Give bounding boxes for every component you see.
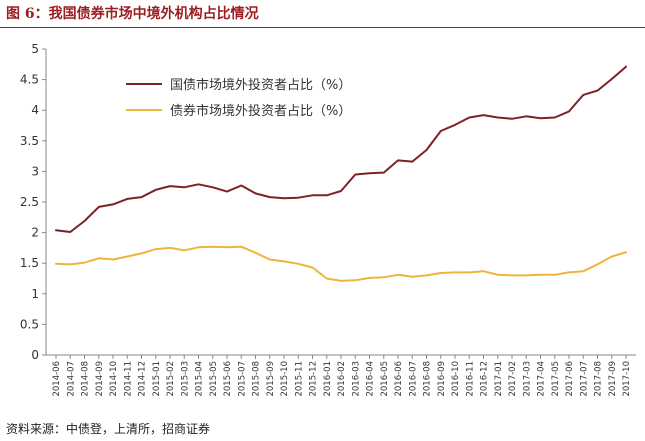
x-tick-label: 2016-12 <box>480 361 490 397</box>
y-tick-label: 2 <box>31 226 39 240</box>
x-tick-label: 2017-09 <box>608 361 618 397</box>
x-tick-label: 2016-11 <box>465 361 475 397</box>
legend-label-0: 国债市场境外投资者占比（%） <box>170 77 351 93</box>
x-tick-label: 2017-05 <box>551 361 561 397</box>
x-tick-label: 2016-06 <box>394 361 404 397</box>
y-tick-label: 3 <box>31 164 39 178</box>
y-axis-ticks: 0 0.5 1 1.5 2 2.5 3 3.5 4 4.5 5 <box>20 42 46 362</box>
x-tick-label: 2016-08 <box>423 361 433 397</box>
x-tick-label: 2015-11 <box>294 361 304 397</box>
y-tick-label: 0 <box>31 348 39 362</box>
x-tick-label: 2014-06 <box>52 361 62 397</box>
y-tick-label: 3.5 <box>20 134 39 148</box>
x-tick-label: 2016-07 <box>408 361 418 397</box>
x-tick-label: 2017-07 <box>579 361 589 397</box>
chart-axes <box>45 49 636 356</box>
x-tick-label: 2017-08 <box>594 361 604 397</box>
y-tick-label: 2.5 <box>20 195 39 209</box>
x-tick-label: 2015-03 <box>180 361 190 397</box>
source-note: 资料来源：中债登，上清所，招商证券 <box>6 422 211 436</box>
line-chart: 00.511.522.533.544.55 2014-06 2014-07 2014… <box>20 42 636 397</box>
title-divider <box>0 27 645 28</box>
x-tick-label: 2015-07 <box>237 361 247 397</box>
x-tick-label: 2015-09 <box>266 361 276 397</box>
x-tick-label: 2017-10 <box>622 361 632 397</box>
x-tick-label: 2016-10 <box>451 361 461 397</box>
x-tick-label: 2014-07 <box>66 361 76 397</box>
legend: 国债市场境外投资者占比（%） 债券市场境外投资者占比（%） <box>126 77 351 119</box>
x-tick-label: 2015-02 <box>166 361 176 397</box>
y-tick-label: 4.5 <box>20 73 39 87</box>
series-lines <box>55 65 627 282</box>
x-tick-label: 2016-05 <box>380 361 390 397</box>
x-tick-label: 2017-06 <box>565 361 575 397</box>
x-tick-label: 2015-12 <box>309 361 319 397</box>
x-tick-label: 2017-01 <box>494 361 504 397</box>
x-tick-label: 2014-10 <box>109 361 119 397</box>
series-line-0 <box>55 65 627 233</box>
x-tick-label: 2015-08 <box>252 361 262 397</box>
legend-label-1: 债券市场境外投资者占比（%） <box>170 103 351 119</box>
x-tick-label: 2015-06 <box>223 361 233 397</box>
x-tick-label: 2014-09 <box>95 361 105 397</box>
y-tick-label: 1.5 <box>20 256 39 270</box>
x-tick-label: 2016-09 <box>437 361 447 397</box>
x-tick-label: 2017-03 <box>522 361 532 397</box>
x-tick-label: 2016-04 <box>366 361 376 397</box>
x-axis-ticks: 2014-06 2014-07 2014-08 2014-09 2014-10 2014-… <box>52 355 632 397</box>
y-tick-label: 1 <box>31 287 39 301</box>
x-tick-label: 2014-12 <box>138 361 148 397</box>
x-tick-label: 2016-02 <box>337 361 347 397</box>
x-tick-label: 2017-04 <box>537 361 547 397</box>
x-tick-label: 2014-08 <box>81 361 91 397</box>
x-tick-label: 2017-02 <box>508 361 518 397</box>
y-tick-label: 0.5 <box>20 317 39 331</box>
chart-title: 图 6：我国债券市场中境外机构占比情况 <box>6 6 259 22</box>
x-tick-label: 2014-11 <box>123 361 133 397</box>
series-line-1 <box>55 245 627 282</box>
y-tick-label: 4 <box>31 103 39 117</box>
y-tick-label: 5 <box>31 42 39 56</box>
x-tick-label: 2015-04 <box>195 361 205 397</box>
x-tick-label: 2015-05 <box>209 361 219 397</box>
x-tick-label: 2015-01 <box>152 361 162 397</box>
x-tick-label: 2016-03 <box>351 361 361 397</box>
x-tick-label: 2015-10 <box>280 361 290 397</box>
x-tick-label: 2016-01 <box>323 361 333 397</box>
